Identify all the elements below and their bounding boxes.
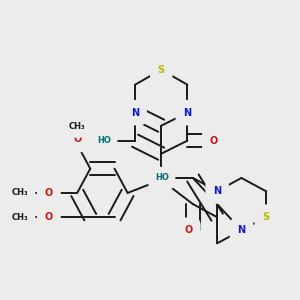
Text: CH₃: CH₃ (69, 122, 85, 131)
Text: N: N (237, 225, 245, 235)
Text: O: O (73, 134, 81, 144)
Text: O: O (185, 225, 193, 235)
Text: S: S (262, 212, 269, 222)
Text: N: N (183, 108, 191, 118)
Text: HO: HO (97, 136, 111, 145)
Text: O: O (45, 212, 53, 222)
Text: N: N (213, 186, 221, 196)
Text: S: S (158, 65, 165, 75)
Text: O: O (210, 136, 218, 146)
Text: N: N (131, 108, 139, 118)
Text: CH₃: CH₃ (12, 188, 29, 197)
Text: HO: HO (155, 173, 169, 182)
Text: O: O (45, 188, 53, 198)
Text: CH₃: CH₃ (12, 213, 29, 222)
